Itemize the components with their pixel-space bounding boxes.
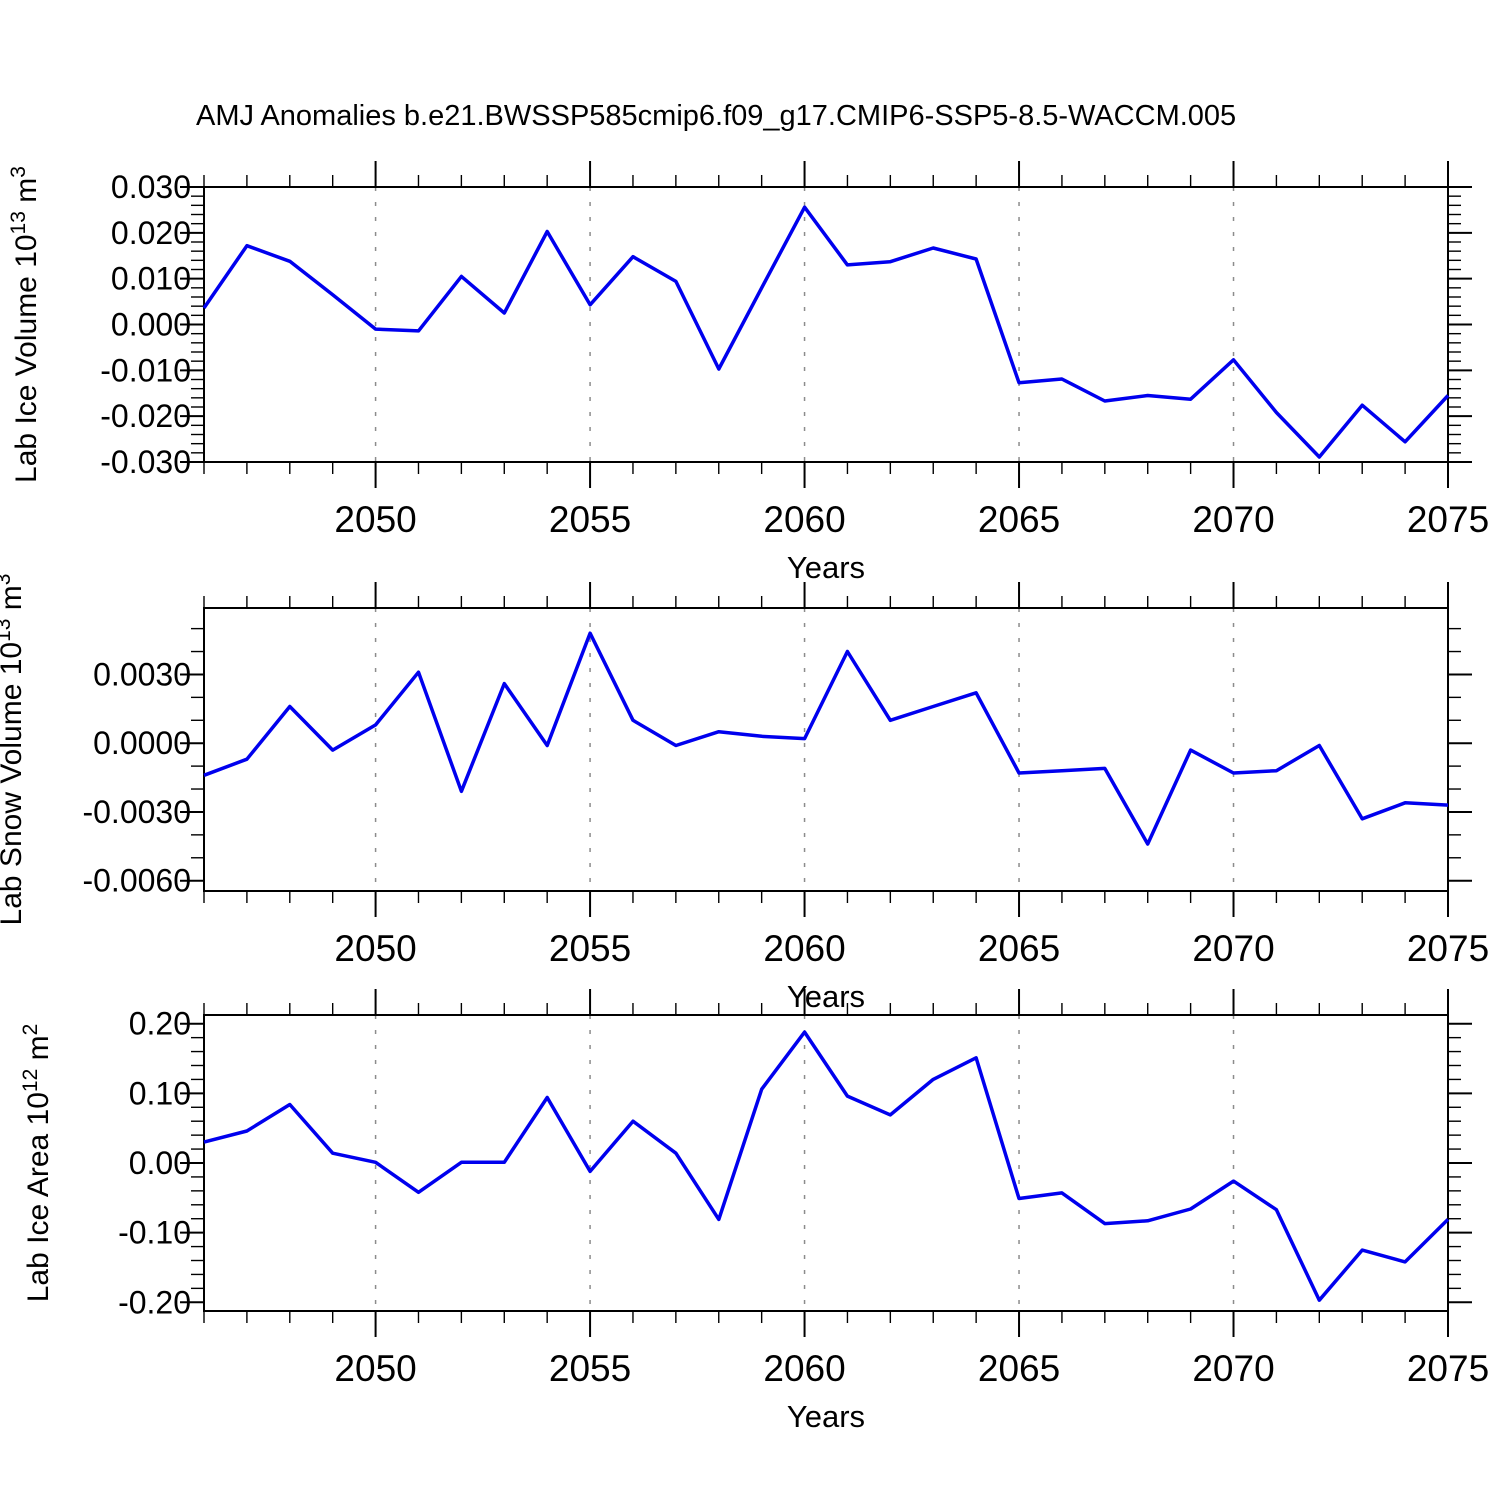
x-tick-label: 2060 [763,1348,845,1389]
x-axis-title: Years [787,1399,865,1434]
x-tick-label: 2070 [1192,499,1274,540]
y-tick-label: 0.010 [111,261,191,297]
x-tick-label: 2050 [334,928,416,969]
x-tick-label: 2065 [978,928,1060,969]
x-axis-title: Years [787,979,865,1014]
y-tick-label: 0.0000 [93,725,191,761]
plot-frame [203,607,1449,892]
x-tick-label: 2070 [1192,1348,1274,1389]
chart-title: AMJ Anomalies b.e21.BWSSP585cmip6.f09_g1… [196,100,1237,132]
x-tick-label: 2060 [763,499,845,540]
y-tick-label: 0.00 [129,1145,191,1181]
x-axis-title: Years [787,550,865,585]
x-tick-label: 2065 [978,1348,1060,1389]
lab-snow-volume-line [203,631,1449,846]
y-tick-label: 0.000 [111,307,191,343]
x-tick-label: 2065 [978,499,1060,540]
panel-lab-snow-volume: 0.0030 0.0000 -0.0030 -0.0060 2050 2055 2060 20… [0,574,1489,1014]
x-tick-label: 2060 [763,928,845,969]
x-tick-label: 2050 [334,499,416,540]
x-tick-label: 2075 [1407,499,1489,540]
y-tick-label: 0.020 [111,215,191,251]
y-tick-label: 0.20 [129,1006,191,1042]
lab-ice-area-line [203,1030,1450,1302]
x-tick-label: 2050 [334,1348,416,1389]
y-tick-label: -0.0060 [82,863,191,899]
plot-frame [203,1014,1449,1312]
x-tick-label: 2075 [1407,928,1489,969]
y-tick-label: -0.20 [118,1284,191,1320]
x-tick-label: 2055 [549,499,631,540]
y-tick-label: 0.030 [111,169,191,205]
plot-frame [203,186,1449,463]
y-axis-title: Lab Ice Volume 1013 m3 [7,166,43,483]
lab-ice-volume-line [202,205,1450,459]
y-tick-label: 0.0030 [93,656,191,692]
y-axis-title: Lab Ice Area 1012 m2 [19,1024,55,1303]
y-tick-label: -0.020 [100,398,191,434]
x-tick-label: 2055 [549,1348,631,1389]
y-tick-label: -0.010 [100,352,191,388]
y-tick-label: 0.10 [129,1075,191,1111]
y-axis-title: Lab Snow Volume 1013 m3 [0,574,28,926]
panel-lab-ice-area: 0.20 0.10 0.00 -0.10 -0.20 2050 2055 2060 2065 20… [19,989,1489,1434]
y-tick-label: -0.030 [100,444,191,480]
x-tick-label: 2070 [1192,928,1274,969]
panel-lab-ice-volume: 0.030 0.020 0.010 0.000 -0.010 -0.020 -0.030 20… [7,161,1489,585]
x-tick-label: 2055 [549,928,631,969]
y-tick-label: -0.0030 [82,794,191,830]
y-tick-label: -0.10 [118,1215,191,1251]
x-tick-label: 2075 [1407,1348,1489,1389]
